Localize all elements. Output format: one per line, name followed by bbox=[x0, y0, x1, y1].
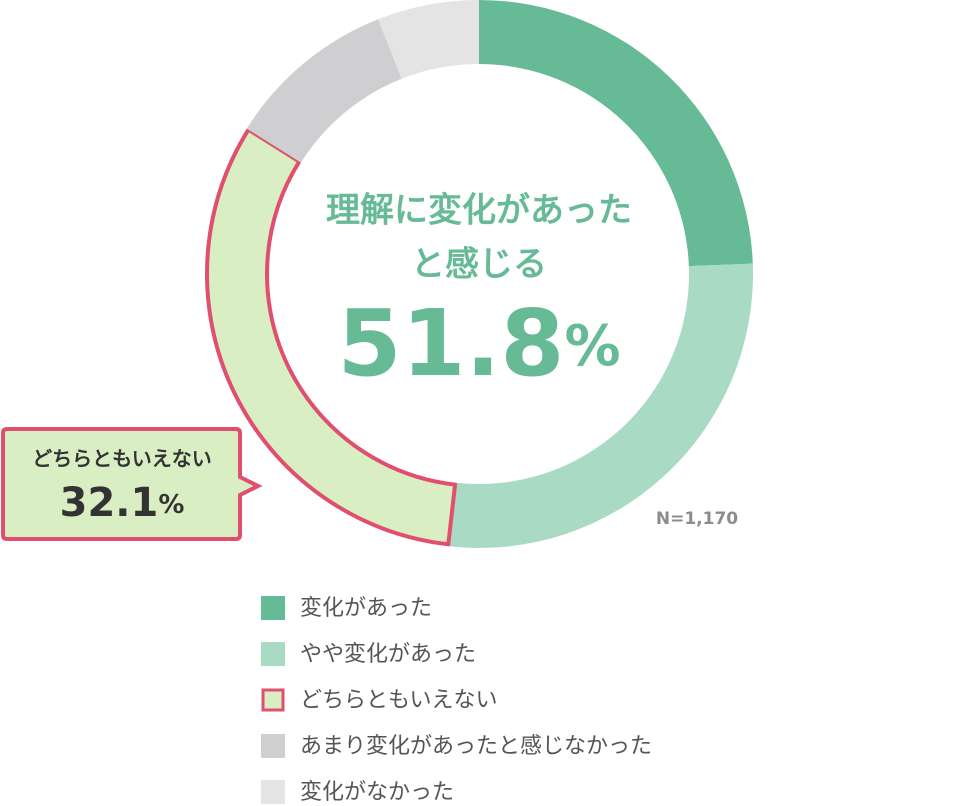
note: N=1,170 bbox=[656, 509, 738, 529]
legend-swatch bbox=[261, 780, 285, 804]
donut-segment bbox=[378, 0, 479, 79]
legend-label: どちらともいえない bbox=[300, 688, 498, 713]
legend-swatch bbox=[261, 596, 285, 620]
donut-segment bbox=[448, 263, 753, 548]
legend-label: あまり変化があったと感じなかった bbox=[300, 734, 652, 759]
donut bbox=[205, 0, 753, 548]
legend-swatch bbox=[261, 642, 285, 666]
donut-segment bbox=[479, 0, 753, 267]
center-text: と感じる bbox=[411, 245, 547, 285]
callout-value: 32.1% bbox=[60, 480, 185, 526]
donut-segment bbox=[246, 19, 402, 163]
legend-label: やや変化があった bbox=[300, 642, 476, 667]
legend-label: 変化がなかった bbox=[300, 780, 454, 805]
legend-label: 変化があった bbox=[300, 596, 432, 621]
callout-label: どちらともいえない bbox=[32, 447, 212, 471]
center-text: 理解に変化があった bbox=[326, 191, 632, 231]
center-value: 51.8% bbox=[337, 290, 620, 397]
donut-segment bbox=[205, 127, 458, 547]
legend-swatch bbox=[261, 688, 285, 712]
callout-box bbox=[1, 427, 263, 541]
legend-swatch bbox=[261, 734, 285, 758]
